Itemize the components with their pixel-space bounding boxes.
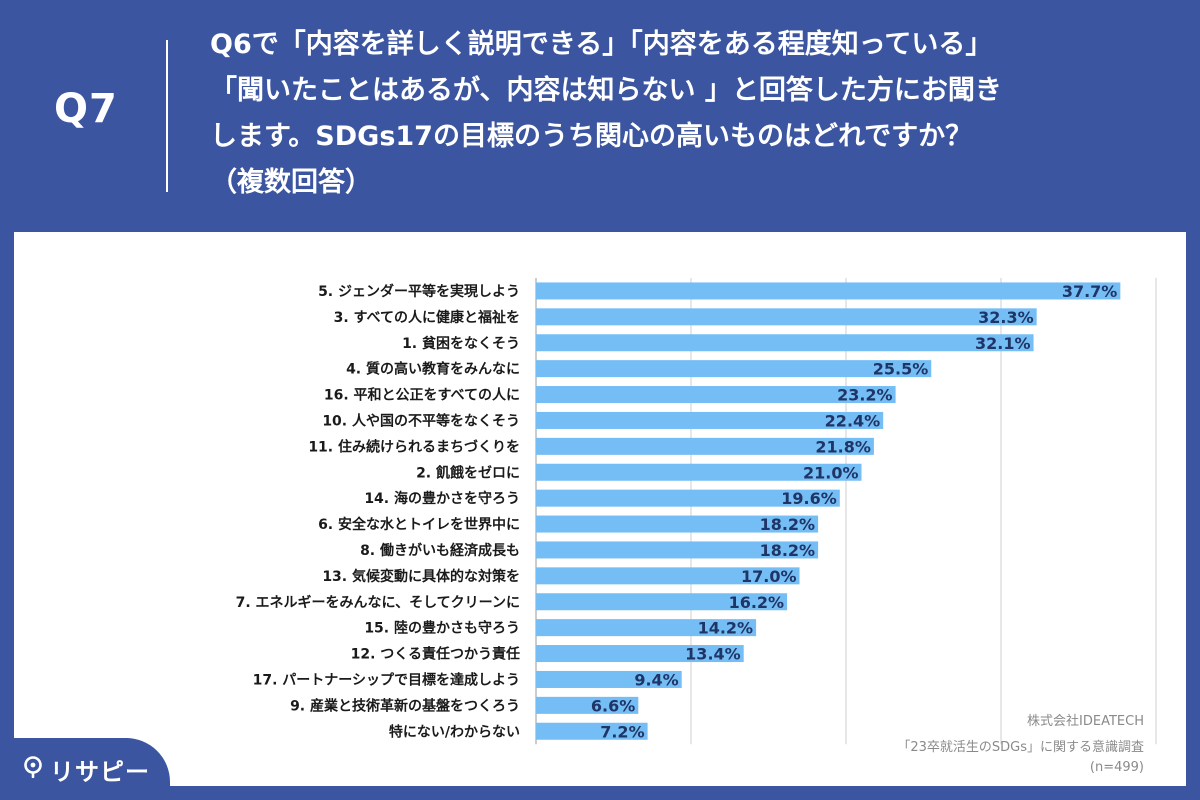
pin-icon [24, 756, 42, 778]
bar [536, 645, 744, 663]
value-label: 9.4% [634, 670, 678, 689]
category-label: 10. 人や国の不平等をなくそう [322, 412, 520, 429]
question-number: Q7 [54, 86, 118, 132]
value-label: 32.3% [978, 308, 1034, 327]
bar [536, 489, 840, 507]
bar [536, 670, 682, 688]
credit-company: 株式会社IDEATECH [1027, 714, 1144, 729]
value-label: 22.4% [825, 411, 881, 430]
bar [536, 411, 884, 429]
credit-sample: (n=499) [1089, 760, 1144, 775]
value-label: 25.5% [873, 360, 929, 379]
credit-survey: 「23卒就活生のSDGs」に関する意識調査 [897, 740, 1144, 755]
bar [536, 619, 757, 637]
value-label: 7.2% [600, 722, 644, 741]
brand-logo: リサピー [0, 738, 170, 800]
bar [536, 334, 1034, 352]
question-line: Q6で「内容を詳しく説明できる」「内容をある程度知っている」 [210, 29, 993, 60]
bar [536, 308, 1037, 326]
value-label: 18.2% [760, 541, 816, 560]
bar [536, 567, 800, 585]
chart-panel: 5. ジェンダー平等を実現しよう 37.7% 3. すべての人に健康と福祉を 32.3… [14, 232, 1186, 786]
bar [536, 437, 874, 455]
bar [536, 515, 819, 533]
header-divider [166, 40, 168, 192]
bar [536, 463, 862, 481]
value-label: 17.0% [741, 567, 797, 586]
question-text: Q6で「内容を詳しく説明できる」「内容をある程度知っている」 「聞いたことはある… [210, 22, 1170, 206]
bar [536, 360, 932, 378]
category-label: 13. 気候変動に具体的な対策を [322, 568, 520, 585]
category-label: 2. 飢餓をゼロに [416, 464, 520, 481]
category-label: 16. 平和と公正をすべての人に [324, 387, 520, 404]
question-line: 「聞いたことはあるが、内容は知らない 」と回答した方にお聞き [210, 75, 1002, 106]
value-label: 32.1% [975, 334, 1031, 353]
value-label: 18.2% [760, 515, 816, 534]
bar [536, 282, 1121, 300]
category-label: 9. 産業と技術革新の基盤をつくろう [290, 697, 520, 714]
value-label: 6.6% [591, 696, 635, 715]
category-label: 特にない/わからない [389, 723, 520, 740]
bar [536, 593, 788, 611]
category-label: 15. 陸の豊かさも守ろう [364, 620, 520, 637]
category-label: 1. 貧困をなくそう [402, 335, 520, 352]
category-label: 6. 安全な水とトイレを世界中に [318, 516, 520, 533]
brand-logo-text: リサピー [50, 758, 150, 786]
bar [536, 696, 639, 714]
value-label: 23.2% [837, 386, 893, 405]
value-label: 13.4% [685, 645, 741, 664]
value-label: 19.6% [781, 489, 837, 508]
value-label: 21.8% [815, 437, 871, 456]
category-label: 11. 住み続けられるまちづくりを [308, 438, 520, 455]
category-label: 7. エネルギーをみんなに、そしてクリーンに [236, 594, 520, 611]
value-label: 37.7% [1062, 282, 1118, 301]
category-label: 8. 働きがいも経済成長も [360, 542, 520, 559]
category-label: 17. パートナーシップで目標を達成しよう [253, 671, 520, 688]
bar [536, 722, 648, 740]
category-label: 4. 質の高い教育をみんなに [346, 361, 520, 378]
question-line: します。SDGs17の目標のうち関心の高いものはどれですか？ [210, 121, 973, 152]
category-label: 3. すべての人に健康と福祉を [334, 309, 520, 326]
category-label: 14. 海の豊かさを守ろう [364, 490, 520, 507]
bar-chart: 5. ジェンダー平等を実現しよう 37.7% 3. すべての人に健康と福祉を 32.3… [236, 278, 1157, 745]
category-label: 12. つくる責任つかう責任 [351, 646, 520, 663]
category-label: 5. ジェンダー平等を実現しよう [318, 283, 520, 300]
bar [536, 541, 819, 559]
value-label: 21.0% [803, 463, 859, 482]
value-label: 16.2% [729, 593, 785, 612]
value-label: 14.2% [698, 619, 754, 638]
bar [536, 386, 896, 404]
question-header: Q7 Q6で「内容を詳しく説明できる」「内容をある程度知っている」 「聞いたこと… [0, 0, 1200, 232]
question-line: （複数回答） [210, 167, 372, 198]
